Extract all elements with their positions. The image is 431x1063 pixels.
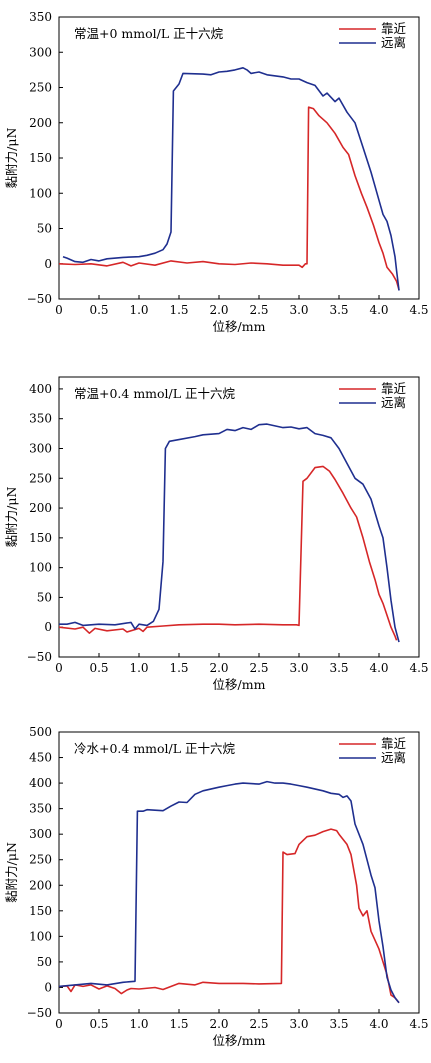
y-tick-label: 100 <box>29 929 52 943</box>
y-tick-label: 150 <box>29 531 52 545</box>
y-tick-label: 300 <box>29 45 52 59</box>
y-tick-label: 50 <box>37 955 52 969</box>
y-tick-label: −50 <box>27 650 52 664</box>
y-axis-label: 黏附力/μN <box>4 128 19 189</box>
x-tick-label: 1.0 <box>129 1017 148 1031</box>
x-tick-label: 2.0 <box>209 661 228 675</box>
y-tick-label: 250 <box>29 81 52 95</box>
x-tick-label: 3.0 <box>289 661 308 675</box>
x-tick-label: 4.0 <box>369 661 388 675</box>
x-tick-label: 2.0 <box>209 1017 228 1031</box>
x-tick-label: 3.5 <box>329 1017 348 1031</box>
x-tick-label: 3.5 <box>329 661 348 675</box>
x-tick-label: 3.0 <box>289 1017 308 1031</box>
plot-frame <box>58 376 420 658</box>
x-tick-label: 4.5 <box>409 1017 428 1031</box>
x-tick-label: 1.5 <box>169 303 188 317</box>
x-tick-label: 1.5 <box>169 661 188 675</box>
y-tick-label: −50 <box>27 1006 52 1020</box>
plot-frame <box>58 731 420 1014</box>
legend-label: 靠近 <box>381 21 407 36</box>
panel-title: 常温+0.4 mmol/L 正十六烷 <box>74 386 236 401</box>
x-axis-label: 位移/mm <box>213 319 266 334</box>
x-tick-label: 0.5 <box>89 1017 108 1031</box>
chart-panel-2: 0 0.5 1.0 1.5 2.0 2.5 3.0 3.5 4.0 4.5−50050100150… <box>4 376 429 692</box>
panel-title: 常温+0 mmol/L 正十六烷 <box>74 26 224 41</box>
x-tick-label: 3.0 <box>289 303 308 317</box>
x-tick-label: 4.5 <box>409 303 428 317</box>
legend-label: 远离 <box>381 35 406 50</box>
y-tick-label: 200 <box>29 878 52 892</box>
x-tick-label: 0 <box>55 661 63 675</box>
y-tick-label: 100 <box>29 561 52 575</box>
x-tick-label: 2.0 <box>209 303 228 317</box>
x-tick-label: 1.0 <box>129 303 148 317</box>
chart-panel-1: 0 0.5 1.0 1.5 2.0 2.5 3.0 3.5 4.0 4.5−50050100150… <box>4 10 429 334</box>
x-tick-label: 0.5 <box>89 303 108 317</box>
y-tick-label: 0 <box>44 620 52 634</box>
x-axis-label: 位移/mm <box>213 1033 266 1048</box>
x-tick-label: 4.0 <box>369 1017 388 1031</box>
x-tick-label: 1.5 <box>169 1017 188 1031</box>
y-tick-label: 150 <box>29 151 52 165</box>
y-tick-label: 450 <box>29 751 52 765</box>
legend-label: 靠近 <box>381 381 407 396</box>
y-tick-label: 250 <box>29 471 52 485</box>
x-axis-label: 位移/mm <box>213 677 266 692</box>
y-tick-label: 150 <box>29 904 52 918</box>
x-tick-label: 0 <box>55 1017 63 1031</box>
series-line-retract <box>62 67 400 291</box>
y-tick-label: 50 <box>37 222 52 236</box>
x-tick-label: 0.5 <box>89 661 108 675</box>
x-tick-label: 2.5 <box>249 1017 268 1031</box>
y-tick-label: 100 <box>29 186 52 200</box>
y-tick-label: 200 <box>29 501 52 515</box>
legend-label: 靠近 <box>381 736 407 751</box>
x-tick-label: 1.0 <box>129 661 148 675</box>
panel-title: 冷水+0.4 mmol/L 正十六烷 <box>74 741 236 756</box>
y-tick-label: 400 <box>29 382 52 396</box>
y-tick-label: 0 <box>44 257 52 271</box>
x-tick-label: 4.5 <box>409 661 428 675</box>
plot-frame <box>58 16 420 300</box>
x-tick-label: 3.5 <box>329 303 348 317</box>
y-tick-label: 250 <box>29 853 52 867</box>
series-line-retract <box>59 780 400 1004</box>
y-tick-label: 500 <box>29 725 52 739</box>
x-tick-label: 4.0 <box>369 303 388 317</box>
y-tick-label: 300 <box>29 827 52 841</box>
legend-label: 远离 <box>381 395 406 410</box>
y-axis-label: 黏附力/μN <box>4 842 19 903</box>
x-tick-label: 0 <box>55 303 63 317</box>
y-tick-label: 200 <box>29 116 52 130</box>
x-tick-label: 2.5 <box>249 303 268 317</box>
legend-label: 远离 <box>381 750 406 765</box>
series-line-approach <box>59 828 400 1004</box>
y-axis-label: 黏附力/μN <box>4 487 19 548</box>
y-tick-label: 0 <box>44 980 52 994</box>
series-line-approach <box>59 465 398 641</box>
y-tick-label: 400 <box>29 776 52 790</box>
chart-panel-3: 0 0.5 1.0 1.5 2.0 2.5 3.0 3.5 4.0 4.5−50050100150… <box>4 725 429 1048</box>
y-tick-label: −50 <box>27 292 52 306</box>
series-line-retract <box>59 423 400 643</box>
y-tick-label: 300 <box>29 441 52 455</box>
y-tick-label: 350 <box>29 10 52 24</box>
y-tick-label: 50 <box>37 590 52 604</box>
y-tick-label: 350 <box>29 802 52 816</box>
y-tick-label: 350 <box>29 412 52 426</box>
series-line-approach <box>59 106 400 291</box>
x-tick-label: 2.5 <box>249 661 268 675</box>
